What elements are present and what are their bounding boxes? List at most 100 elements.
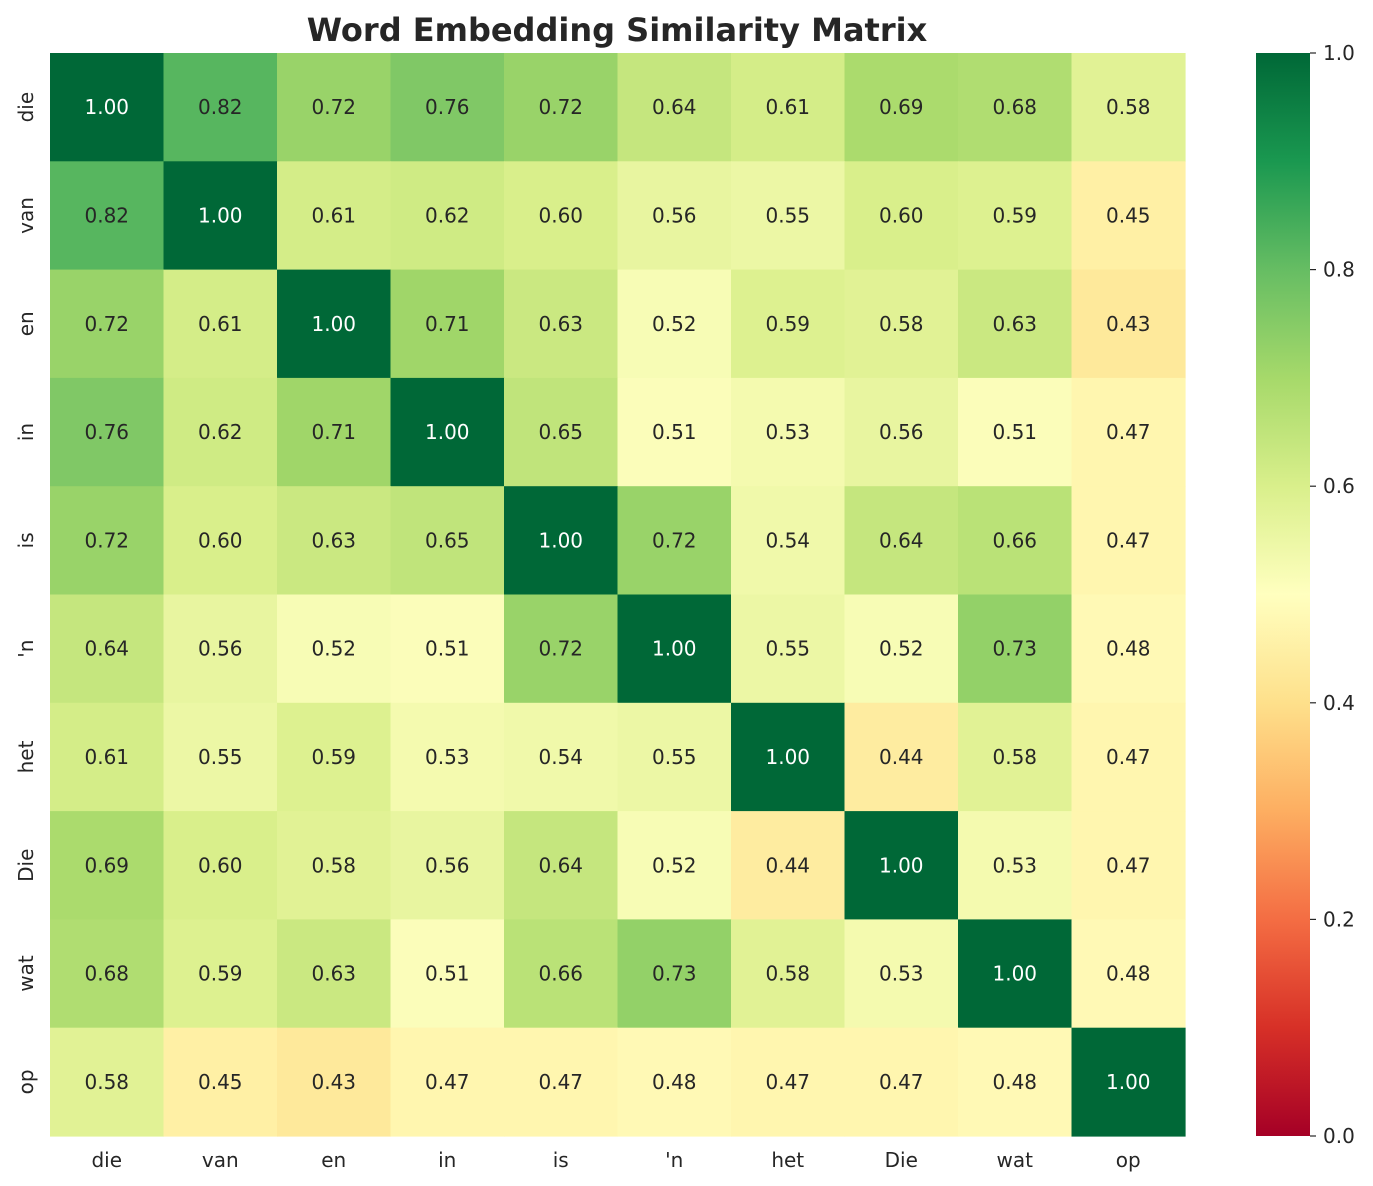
heatmap-cell bbox=[844, 919, 959, 1029]
cell-value-label: 0.61 bbox=[84, 745, 129, 769]
x-tick-label: die bbox=[91, 1148, 122, 1172]
colorbar-tick-label: 0.2 bbox=[1323, 907, 1355, 931]
cell-value-label: 1.00 bbox=[198, 203, 243, 227]
x-tick-label: 'n bbox=[665, 1148, 683, 1172]
heatmap-cell bbox=[50, 53, 165, 162]
y-tick-label: op bbox=[14, 1069, 38, 1094]
heatmap-cell bbox=[163, 161, 278, 271]
cell-value-label: 0.61 bbox=[198, 312, 243, 336]
heatmap-cell bbox=[504, 161, 619, 271]
heatmap-cell bbox=[1071, 53, 1186, 162]
colorbar: 0.0 0.2 0.4 0.6 0.8 1.0 bbox=[1256, 41, 1355, 1148]
cell-value-label: 0.55 bbox=[765, 203, 810, 227]
cell-value-label: 1.00 bbox=[425, 420, 470, 444]
cell-value-label: 0.47 bbox=[1106, 528, 1151, 552]
cell-value-label: 0.53 bbox=[879, 962, 924, 986]
heatmap-cell bbox=[844, 702, 959, 812]
cell-value-label: 0.73 bbox=[992, 637, 1037, 661]
cell-value-label: 0.52 bbox=[879, 637, 924, 661]
cell-value-label: 0.72 bbox=[84, 312, 129, 336]
heatmap-cell bbox=[1071, 811, 1186, 920]
heatmap-cell bbox=[390, 377, 505, 487]
cell-value-label: 0.47 bbox=[765, 1070, 810, 1094]
cell-value-label: 0.66 bbox=[992, 528, 1037, 552]
heatmap-cell bbox=[958, 161, 1073, 271]
heatmap-cell bbox=[731, 811, 846, 920]
heatmap-cell bbox=[958, 269, 1073, 379]
heatmap-cell bbox=[1071, 702, 1186, 812]
heatmap-cell bbox=[617, 1027, 732, 1137]
cell-value-label: 1.00 bbox=[1106, 1070, 1151, 1094]
heatmap-cell bbox=[958, 1027, 1073, 1137]
heatmap-cell bbox=[617, 269, 732, 379]
cell-value-label: 0.65 bbox=[425, 528, 470, 552]
heatmap-cell bbox=[958, 594, 1073, 704]
cell-value-label: 0.71 bbox=[311, 420, 356, 444]
cell-value-label: 1.00 bbox=[538, 528, 583, 552]
heatmap-cell bbox=[504, 269, 619, 379]
cell-value-label: 0.69 bbox=[879, 95, 924, 119]
cell-value-label: 0.47 bbox=[879, 1070, 924, 1094]
cell-value-label: 0.64 bbox=[84, 637, 129, 661]
cell-value-label: 0.61 bbox=[765, 95, 810, 119]
x-tick-label: is bbox=[553, 1148, 569, 1172]
heatmap-cell bbox=[1071, 269, 1186, 379]
cell-value-label: 0.56 bbox=[425, 853, 470, 877]
heatmap-cell bbox=[277, 1027, 392, 1137]
cell-value-label: 0.54 bbox=[538, 745, 583, 769]
heatmap-cell bbox=[50, 269, 165, 379]
x-tick-label: en bbox=[321, 1148, 346, 1172]
heatmap-cell bbox=[731, 702, 846, 812]
cell-value-label: 0.63 bbox=[311, 962, 356, 986]
colorbar-gradient bbox=[1256, 53, 1310, 1136]
x-tick-label: het bbox=[771, 1148, 804, 1172]
heatmap-cell bbox=[277, 53, 392, 162]
heatmap-cell bbox=[390, 269, 505, 379]
heatmap-cell bbox=[504, 1027, 619, 1137]
heatmap-cell bbox=[617, 594, 732, 704]
heatmap-cell bbox=[1071, 486, 1186, 596]
heatmap-cell bbox=[163, 377, 278, 487]
cell-value-label: 0.44 bbox=[765, 853, 810, 877]
heatmap-cell bbox=[504, 919, 619, 1029]
cell-value-label: 1.00 bbox=[311, 312, 356, 336]
cell-value-label: 0.51 bbox=[425, 637, 470, 661]
colorbar-tick-label: 0.8 bbox=[1323, 258, 1355, 282]
heatmap-cell bbox=[731, 377, 846, 487]
cell-value-label: 0.48 bbox=[1106, 637, 1151, 661]
heatmap-cell bbox=[731, 53, 846, 162]
heatmap-cell bbox=[50, 161, 165, 271]
cell-value-label: 0.45 bbox=[198, 1070, 243, 1094]
heatmap-cell bbox=[617, 161, 732, 271]
heatmap-cell bbox=[504, 486, 619, 596]
cell-value-label: 0.72 bbox=[538, 637, 583, 661]
heatmap-cell bbox=[390, 919, 505, 1029]
y-axis-ticks: die van en in is 'n het Die wat op bbox=[14, 92, 38, 1094]
cell-value-label: 0.54 bbox=[765, 528, 810, 552]
x-tick-label: in bbox=[438, 1148, 456, 1172]
heatmap-cell bbox=[731, 269, 846, 379]
cell-value-label: 0.56 bbox=[879, 420, 924, 444]
cell-value-label: 0.72 bbox=[311, 95, 356, 119]
colorbar-tick-label: 0.6 bbox=[1323, 474, 1355, 498]
heatmap-cell bbox=[1071, 161, 1186, 271]
y-tick-label: die bbox=[14, 92, 38, 123]
cell-value-label: 0.58 bbox=[992, 745, 1037, 769]
cell-value-label: 0.47 bbox=[1106, 745, 1151, 769]
y-tick-label: 'n bbox=[14, 640, 38, 658]
cell-value-label: 0.68 bbox=[84, 962, 129, 986]
heatmap-cell bbox=[617, 702, 732, 812]
heatmap-cell bbox=[958, 702, 1073, 812]
cell-value-label: 0.60 bbox=[538, 203, 583, 227]
heatmap-cell bbox=[844, 594, 959, 704]
cell-value-label: 0.71 bbox=[425, 312, 470, 336]
cell-value-label: 0.52 bbox=[311, 637, 356, 661]
heatmap-cell bbox=[163, 486, 278, 596]
cell-value-label: 0.47 bbox=[538, 1070, 583, 1094]
heatmap-cell bbox=[504, 53, 619, 162]
heatmap-cell bbox=[50, 377, 165, 487]
heatmap-cell bbox=[277, 377, 392, 487]
cell-value-label: 0.51 bbox=[652, 420, 697, 444]
cell-value-label: 0.62 bbox=[425, 203, 470, 227]
cell-value-label: 1.00 bbox=[84, 95, 129, 119]
